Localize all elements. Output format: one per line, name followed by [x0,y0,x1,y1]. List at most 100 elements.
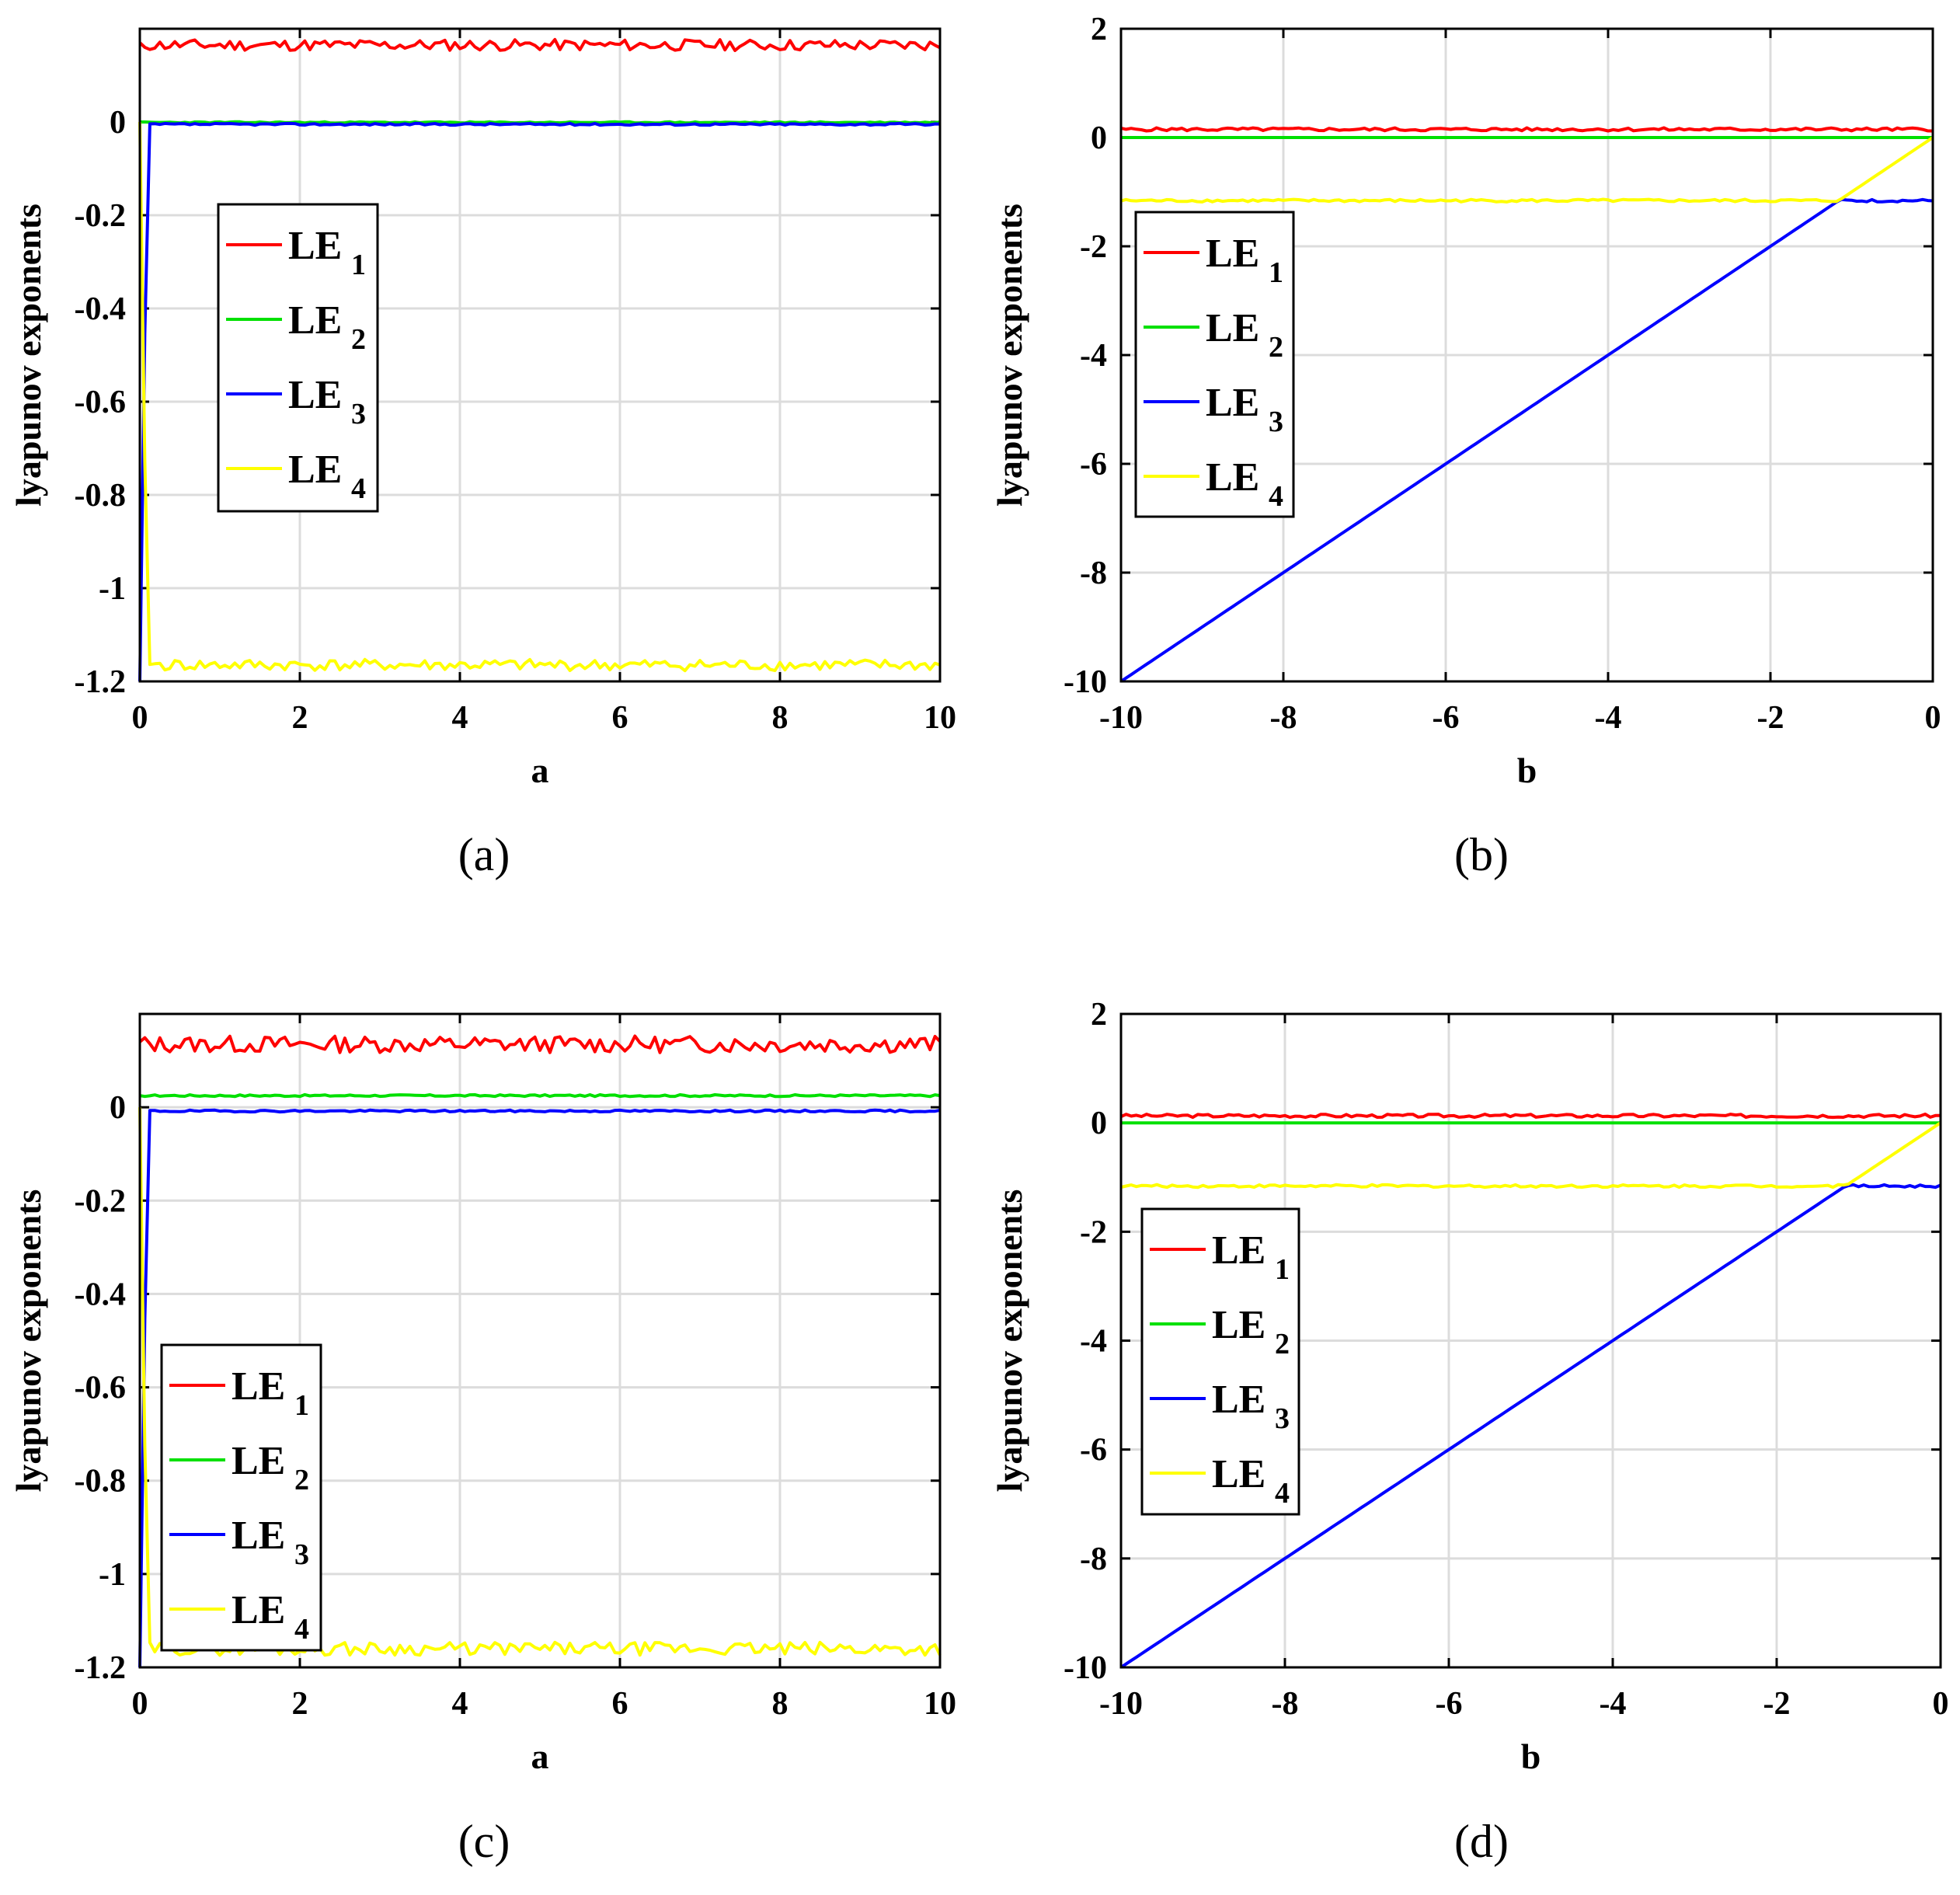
x-tick-label: -6 [1436,1686,1463,1722]
y-tick-label: 2 [1091,997,1107,1033]
y-tick-label: -8 [1080,556,1107,591]
legend-label-subscript: 3 [351,398,366,430]
legend-label: LE [1206,306,1259,350]
x-tick-label: -4 [1600,1686,1627,1722]
legend-label-subscript: 1 [1275,1253,1290,1286]
series-line-le4 [1120,136,1934,204]
y-tick-label: -10 [1064,664,1107,700]
x-tick-label: -8 [1270,700,1297,736]
y-tick-label: -0.8 [75,478,127,514]
legend-label-subscript: 1 [1269,256,1283,289]
x-axis-label: b [1521,1737,1541,1776]
y-axis-label: lyapunov exponents [9,204,48,507]
legend-label: LE [288,224,342,268]
y-tick-label: -4 [1080,1324,1107,1360]
panel-caption: (d) [1454,1816,1509,1867]
x-tick-label: 4 [452,700,468,736]
x-tick-label: -2 [1763,1686,1791,1722]
legend-label: LE [232,1439,285,1483]
legend-label-subscript: 3 [1269,406,1283,438]
legend: LE 1 LE 2 LE 3 LE 4 [217,203,379,513]
legend-label: LE [1212,1303,1265,1347]
series-line-le3 [1119,197,1934,683]
x-tick-label: 6 [612,1686,628,1722]
legend-label-subscript: 3 [1275,1402,1290,1435]
x-tick-label: 4 [452,1686,468,1722]
series-line-le3 [1119,1183,1941,1669]
y-tick-label: -0.8 [75,1464,127,1500]
y-tick-label: 0 [1091,1106,1107,1141]
x-tick-label: -8 [1272,1686,1299,1722]
legend-label: LE [288,373,342,417]
axes-frame [1119,27,1934,683]
x-tick-label: 0 [132,700,148,736]
x-axis-label: a [531,751,549,790]
legend-label-subscript: 2 [351,323,366,356]
legend-label-subscript: 1 [294,1389,309,1422]
legend-label: LE [1212,1378,1265,1422]
legend-label: LE [288,448,342,492]
series-line-le3 [138,121,941,682]
y-tick-label: -2 [1080,1214,1107,1250]
legend-label-subscript: 4 [294,1613,309,1646]
legend-label-subscript: 4 [1269,480,1283,513]
legend-label: LE [232,1364,285,1409]
legend: LE 1 LE 2 LE 3 LE 4 [160,1343,322,1652]
series-line-le1 [1120,126,1934,133]
x-tick-label: 10 [924,700,956,736]
y-tick-label: -0.4 [75,291,127,327]
y-tick-label: -0.6 [75,385,127,420]
x-tick-label: 6 [612,700,628,736]
y-tick-label: -0.6 [75,1371,127,1406]
chart-panel-d: -10 -8 -6 -4 -2 0 2 0 -2 -4 -6 -8 -10 LE 1 LE 2 LE 3 LE 4 b ly… [990,997,1949,1867]
chart-panel-b: -10 -8 -6 -4 -2 0 2 0 -2 -4 -6 -8 -10 LE 1 LE 2 LE 3 LE 4 b ly… [990,12,1941,880]
y-tick-label: 2 [1091,12,1107,47]
y-axis-label: lyapunov exponents [990,204,1029,507]
y-axis-label: lyapunov exponents [9,1190,48,1493]
legend: LE 1 LE 2 LE 3 LE 4 [1140,1207,1300,1516]
legend-box [1140,1207,1300,1516]
legend-label: LE [232,1514,285,1558]
legend-label: LE [1206,232,1259,276]
legend-label-subscript: 2 [294,1464,309,1496]
legend-label: LE [1212,1452,1265,1496]
series-line-le1 [138,1034,942,1054]
chart-panel-a: 0 2 4 6 8 100-0.2-0.4-0.6-0.8-1-1.2LE 1LE 2LE 3L… [9,27,956,880]
y-tick-label: -1.2 [75,664,127,700]
y-tick-label: -4 [1080,338,1107,374]
chart-panel-c: 0 2 4 6 8 100-0.2-0.4-0.6-0.8-1-1.2LE 1LE 2LE 3L… [9,1012,956,1867]
legend-box [160,1343,322,1652]
x-tick-label: 8 [772,1686,789,1722]
x-tick-label: 10 [924,1686,956,1722]
x-tick-label: 0 [132,1686,148,1722]
y-tick-label: -8 [1080,1541,1107,1577]
series-line-le1 [138,37,941,52]
y-tick-label: -1 [99,1557,126,1593]
series-line-le2 [139,1092,941,1099]
x-axis-label: a [531,1737,549,1776]
legend-label: LE [1212,1228,1265,1273]
legend-label-subscript: 4 [1275,1477,1290,1510]
panel-caption: (a) [458,829,510,880]
legend-label: LE [1206,455,1259,500]
legend-box [1134,211,1295,518]
y-tick-label: -2 [1080,229,1107,265]
legend-label-subscript: 2 [1275,1328,1290,1360]
x-tick-label: -6 [1433,700,1460,736]
x-tick-label: 0 [1933,1686,1949,1722]
series-line-le4 [1120,1121,1942,1190]
legend-label-subscript: 1 [351,249,366,281]
legend-label-subscript: 3 [294,1538,309,1571]
y-tick-label: -1 [99,571,126,607]
x-tick-label: 0 [1925,700,1941,736]
y-tick-label: 0 [110,1090,126,1126]
x-tick-label: -10 [1099,700,1143,736]
y-tick-label: -0.2 [75,198,127,234]
series-line-le1 [1120,1113,1941,1120]
panel-caption: (c) [458,1816,510,1867]
x-tick-label: -2 [1757,700,1784,736]
y-tick-label: -6 [1080,1433,1107,1468]
series-line-le4 [138,121,941,673]
legend-label: LE [232,1588,285,1632]
